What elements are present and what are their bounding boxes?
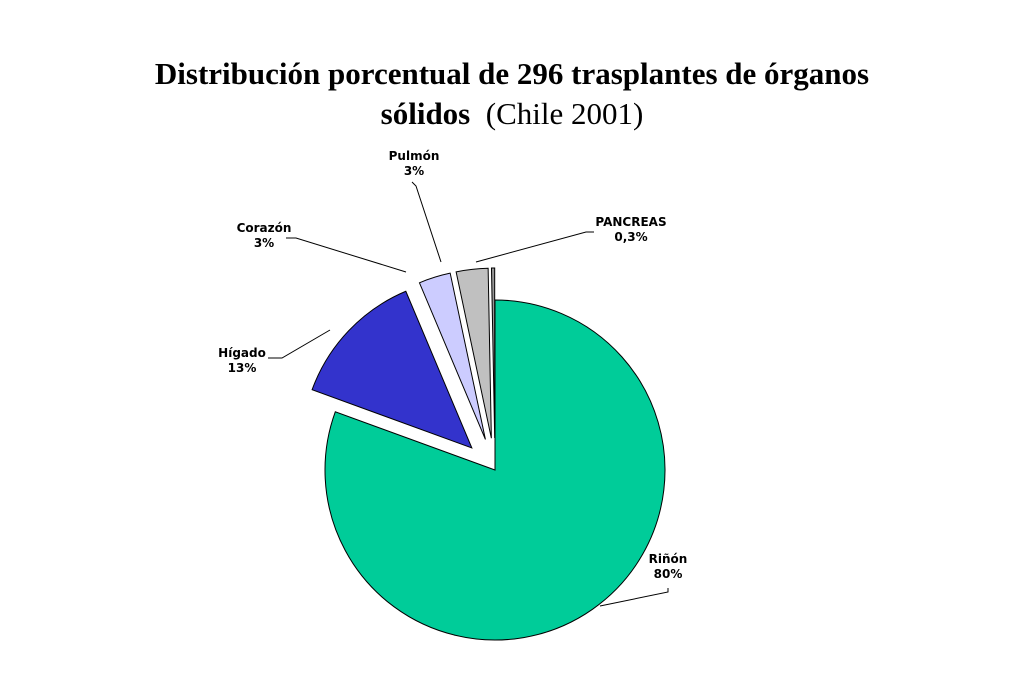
- title-line1: Distribución porcentual de 296 trasplant…: [154, 56, 870, 91]
- pie-slice-pulmón: [455, 267, 492, 439]
- pie-slice-riñón: [324, 299, 666, 641]
- pie-slice-corazón: [418, 272, 486, 440]
- chart-title: Distribución porcentual de 296 trasplant…: [0, 54, 1024, 134]
- leader-line-riñón: [599, 588, 669, 607]
- slice-label-pancreas: PANCREAS 0,3%: [595, 215, 666, 244]
- slice-label-pulmón: Pulmón 3%: [389, 149, 440, 178]
- slice-label-riñón: Riñón 80%: [649, 552, 688, 581]
- slice-label-corazón: Corazón 3%: [237, 221, 292, 250]
- leader-line-pulmón: [411, 181, 442, 263]
- pie-slice-pancreas: [490, 267, 496, 439]
- title-line2-bold: sólidos: [380, 96, 471, 131]
- leader-line-pancreas: [475, 231, 594, 263]
- title-line2-normal: (Chile 2001): [485, 96, 644, 131]
- leader-line-hígado: [268, 329, 331, 359]
- leader-line-corazón: [286, 237, 407, 273]
- slice-label-hígado: Hígado 13%: [218, 346, 266, 375]
- pie-slice-hígado: [311, 290, 473, 449]
